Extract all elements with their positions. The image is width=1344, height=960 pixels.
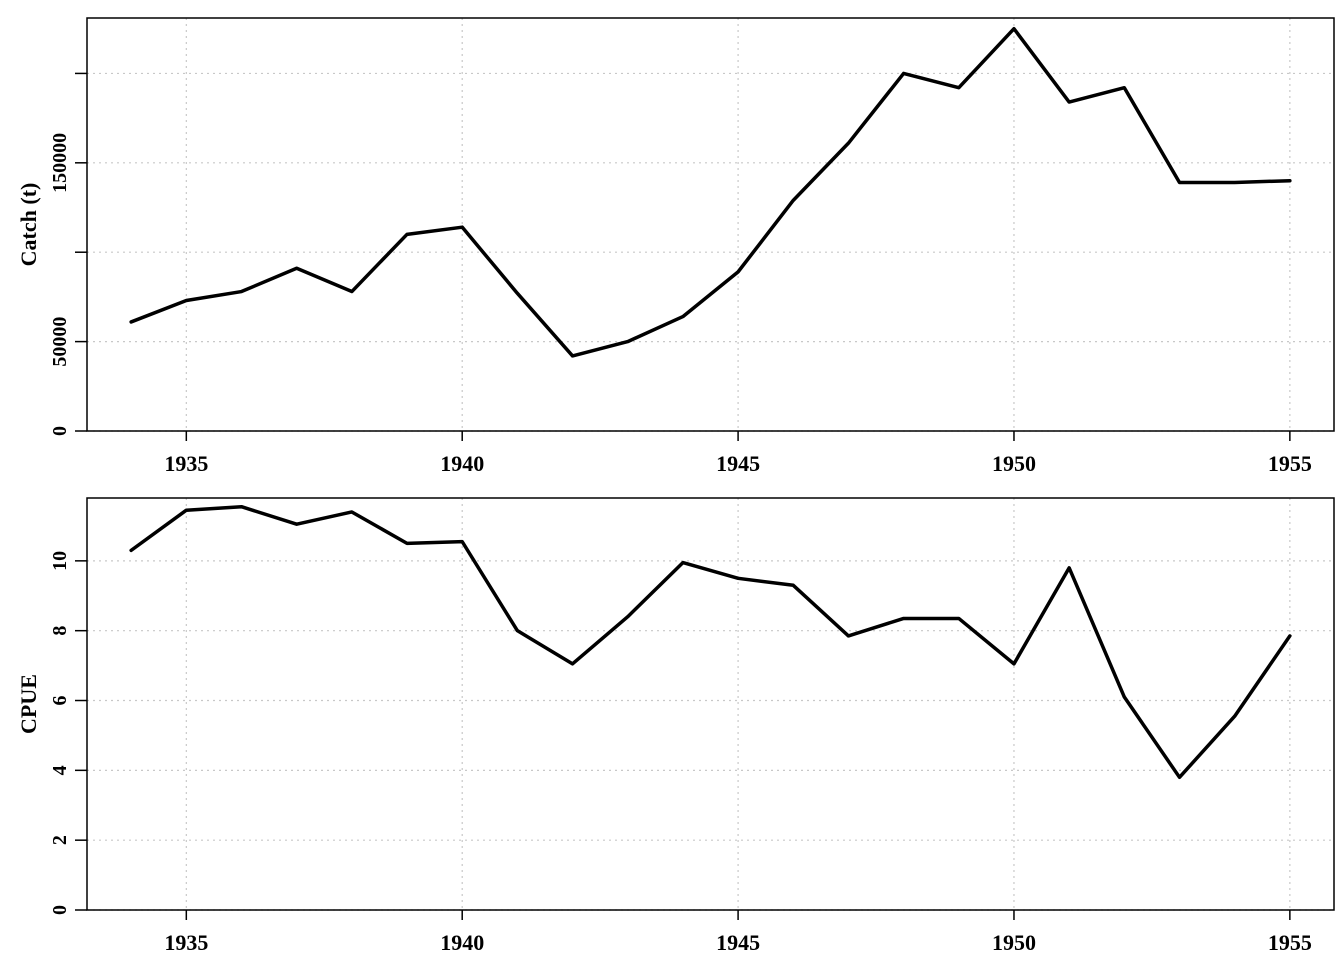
- catch-x-tick-label: 1955: [1268, 451, 1312, 476]
- cpue-x-tick-label: 1940: [440, 930, 484, 955]
- cpue-y-tick-label: 10: [49, 551, 71, 571]
- cpue-x-tick-label: 1945: [716, 930, 760, 955]
- catch-y-tick-label: 150000: [49, 133, 71, 193]
- cpue-y-tick-label: 0: [49, 905, 71, 915]
- cpue-y-axis-title: CPUE: [16, 674, 41, 734]
- catch-y-tick-label: 0: [49, 426, 71, 436]
- cpue-x-tick-label: 1955: [1268, 930, 1312, 955]
- catch-x-tick-label: 1945: [716, 451, 760, 476]
- cpue-y-tick-label: 2: [49, 835, 71, 845]
- cpue-plot-frame: [86, 497, 1335, 911]
- cpue-series-line: [129, 504, 1292, 780]
- catch-plot-frame: [86, 17, 1335, 432]
- catch-panel: 1935 1940 1945 1950 1955 0 50000 150000 Catch (t…: [16, 17, 1335, 476]
- catch-x-tick-label: 1935: [164, 451, 208, 476]
- catch-x-tick-label: 1940: [440, 451, 484, 476]
- cpue-x-tick-label: 1950: [992, 930, 1036, 955]
- catch-x-tick-label: 1950: [992, 451, 1036, 476]
- cpue-panel: 1935 1940 1945 1950 1955 0 2 4 6 8 10 CPUE: [16, 497, 1335, 955]
- cpue-y-tick-label: 6: [49, 696, 71, 706]
- catch-series-line: [129, 26, 1292, 358]
- cpue-y-tick-label: 4: [49, 765, 71, 775]
- cpue-y-tick-label: 8: [49, 626, 71, 636]
- catch-y-axis-title: Catch (t): [16, 183, 41, 267]
- cpue-x-tick-label: 1935: [164, 930, 208, 955]
- catch-y-tick-label: 50000: [49, 317, 71, 367]
